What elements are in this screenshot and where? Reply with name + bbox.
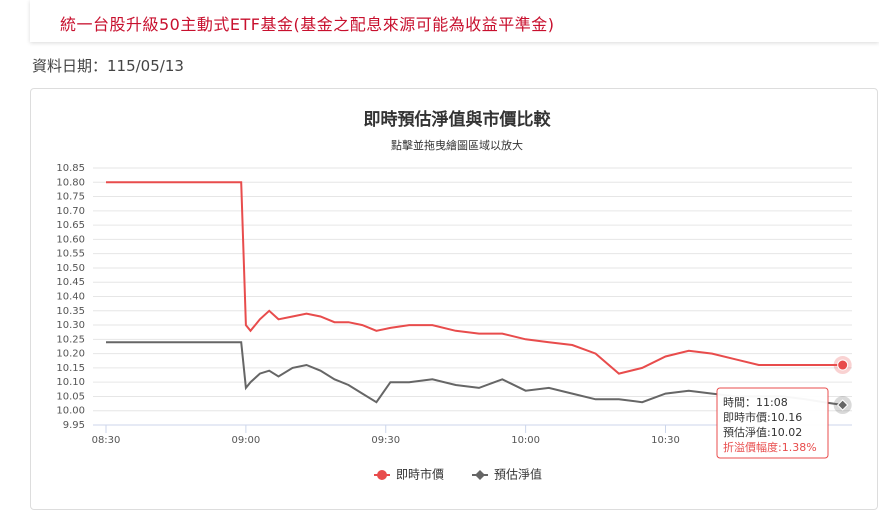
y-tick-label: 10.50 <box>56 263 85 274</box>
legend-marker <box>377 470 387 480</box>
page-title: 統一台股升級50主動式ETF基金(基金之配息來源可能為收益平準金) <box>60 15 555 34</box>
y-tick-label: 10.55 <box>56 249 85 260</box>
tooltip-line: 時間：11:08 <box>723 396 788 409</box>
end-marker <box>836 399 849 411</box>
x-tick-label: 10:30 <box>651 435 680 446</box>
x-tick-label: 09:00 <box>231 435 260 446</box>
chart-box: 即時預估淨值與市價比較 點擊並拖曳繪圖區域以放大 9.95 10.00 10.05 1… <box>30 88 878 510</box>
y-tick-label: 10.05 <box>56 391 85 402</box>
x-tick-label: 08:30 <box>92 435 121 446</box>
y-tick-label: 9.95 <box>63 420 85 431</box>
tooltip-box <box>716 387 829 459</box>
legend-marker <box>475 470 485 480</box>
y-tick-label: 10.45 <box>56 277 85 288</box>
y-tick-label: 10.20 <box>56 349 85 360</box>
y-tick-label: 10.65 <box>56 220 85 231</box>
tooltip-line: 預估淨值:10.02 <box>723 426 802 439</box>
y-tick-label: 10.35 <box>56 306 85 317</box>
y-tick-label: 10.85 <box>56 163 85 174</box>
legend-label: 即時市價 <box>396 467 444 482</box>
x-tick-label: 09:30 <box>371 435 400 446</box>
y-tick-label: 10.40 <box>56 292 85 303</box>
chart-subtitle: 點擊並拖曳繪圖區域以放大 <box>391 138 523 152</box>
y-tick-label: 10.75 <box>56 192 85 203</box>
y-tick-label: 10.60 <box>56 234 85 245</box>
data-date: 資料日期：115/05/13 <box>32 57 184 75</box>
y-tick-label: 10.15 <box>56 363 85 374</box>
y-tick-label: 10.10 <box>56 377 85 388</box>
y-tick-label: 10.00 <box>56 406 85 417</box>
header: 統一台股升級50主動式ETF基金(基金之配息來源可能為收益平準金) <box>30 0 879 42</box>
y-tick-label: 10.70 <box>56 206 85 217</box>
y-tick-label: 10.30 <box>56 320 85 331</box>
y-tick-label: 10.80 <box>56 177 85 188</box>
legend-label: 預估淨值 <box>494 467 542 482</box>
end-marker <box>837 359 849 371</box>
tooltip-line: 折溢價幅度:1.38% <box>723 440 817 454</box>
series-line <box>106 181 843 375</box>
y-tick-label: 10.25 <box>56 334 85 345</box>
tooltip-line: 即時市價:10.16 <box>723 410 802 424</box>
chart: 即時預估淨值與市價比較 點擊並拖曳繪圖區域以放大 9.95 10.00 10.05 1… <box>56 109 852 482</box>
chart-title: 即時預估淨值與市價比較 <box>364 109 552 130</box>
x-tick-label: 10:00 <box>511 435 540 446</box>
